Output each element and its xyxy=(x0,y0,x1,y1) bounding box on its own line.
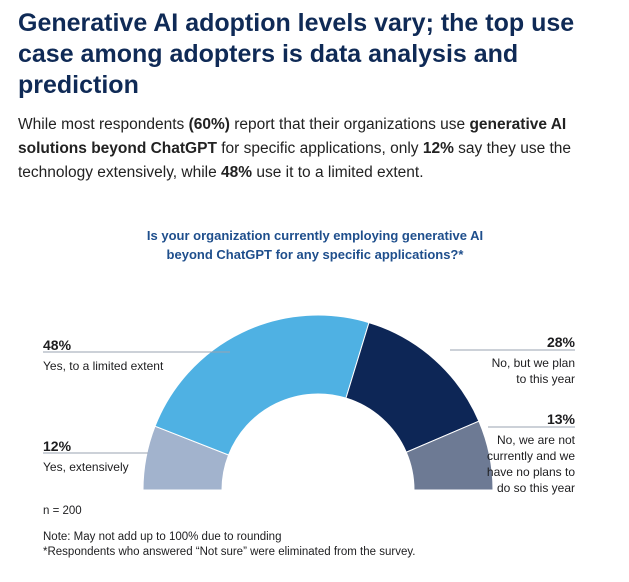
slice-value-label-plan: 28% xyxy=(546,334,575,350)
slice-label-no-plans: No, we are not currently and we have no … xyxy=(486,433,575,495)
intro-bold-2: generative AI solutions beyond ChatGPT xyxy=(18,116,567,157)
intro-text-1: While most respondents xyxy=(18,116,189,133)
rounding-note: Note: May not add up to 100% due to roun… xyxy=(43,531,282,543)
slice-value-label-no-plans: 13% xyxy=(546,411,575,427)
slice-label-extensively: Yes, extensively xyxy=(43,460,129,474)
intro-bold-1: (60%) xyxy=(188,116,230,133)
slice-label-plan: No, but we plan to this year xyxy=(491,356,575,386)
slice-value-label-limited: 48% xyxy=(43,337,72,353)
slice-no-plans xyxy=(405,420,494,491)
slice-value-label-extensively: 12% xyxy=(43,438,72,454)
page-title: Generative AI adoption levels vary; the … xyxy=(18,9,575,99)
slice-limited xyxy=(154,314,370,456)
survey-note: *Respondents who answered “Not sure” wer… xyxy=(43,546,416,558)
slice-label-limited: Yes, to a limited extent xyxy=(43,359,164,373)
intro-paragraph: While most respondents (60%) report that… xyxy=(18,113,608,185)
intro-text-3: for specific applications, only xyxy=(216,140,423,157)
intro-bold-3: 12% xyxy=(422,140,454,157)
intro-bold-4: 48% xyxy=(221,164,253,181)
chart-title: Is your organization currently employing… xyxy=(146,228,484,262)
intro-text-4: say they use the technology extensively,… xyxy=(18,140,572,181)
intro-text-5: use it to a limited extent. xyxy=(252,164,424,181)
intro-text-2: report that their organizations use xyxy=(229,116,470,133)
footnotes: Note: May not add up to 100% due to roun… xyxy=(43,530,415,560)
sample-size: n = 200 xyxy=(43,505,82,517)
